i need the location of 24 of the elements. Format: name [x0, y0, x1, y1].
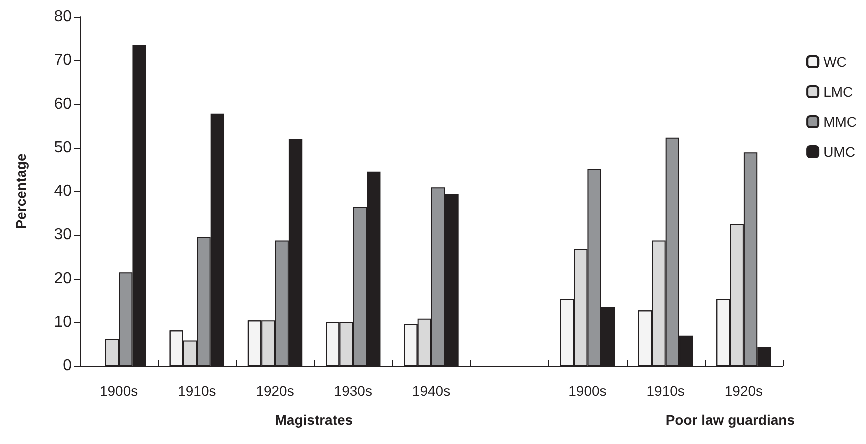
- text: Poor law guardians: [666, 412, 796, 428]
- y-tick-label: 60: [54, 96, 72, 113]
- legend-label: MMC: [824, 114, 858, 130]
- legend-label: UMC: [824, 144, 856, 160]
- y-tick-label: 30: [54, 226, 72, 244]
- x-tick-label: 1940s: [412, 383, 451, 399]
- y-tick-label: 0: [63, 358, 72, 374]
- y-axis-title: Percentage: [13, 154, 29, 230]
- text: Magistrates: [275, 412, 354, 428]
- y-tick-label: 10: [54, 314, 72, 331]
- x-tick-label: 1910s: [646, 383, 685, 399]
- x-tick-label: 1920s: [256, 383, 294, 399]
- legend-label: WC: [824, 54, 847, 70]
- y-tick-label: 40: [54, 183, 72, 200]
- x-tick-label: 1920s: [724, 383, 764, 399]
- y-tick-label: 70: [54, 52, 72, 70]
- legend-label: LMC: [824, 84, 854, 100]
- y-tick-label: 80: [54, 8, 72, 26]
- x-tick-label: 1910s: [178, 383, 216, 399]
- x-tick-label: 1900s: [568, 383, 607, 399]
- x-tick-label: 1900s: [100, 383, 138, 399]
- y-tick-label: 20: [54, 270, 72, 288]
- y-tick-label: 50: [54, 139, 72, 156]
- x-tick-label: 1930s: [334, 383, 372, 399]
